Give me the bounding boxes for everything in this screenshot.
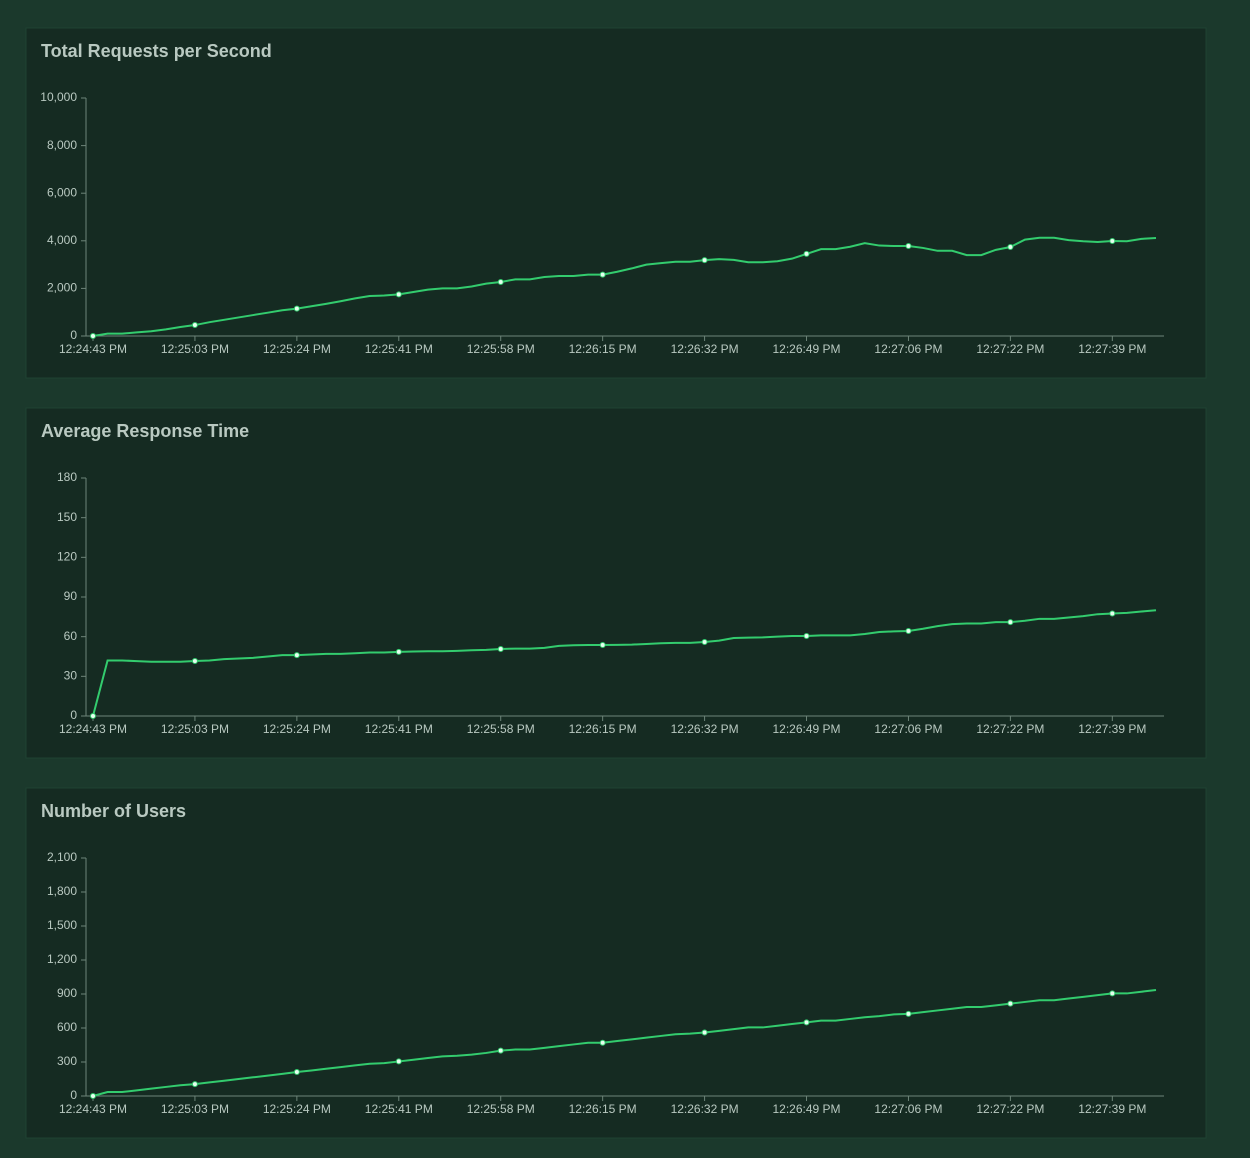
y-tick-label: 6,000 xyxy=(47,185,77,199)
point xyxy=(293,305,300,312)
x-tick-label: 12:25:58 PM xyxy=(467,722,535,736)
x-tick-label: 12:26:15 PM xyxy=(569,1102,637,1116)
point xyxy=(1007,1000,1014,1007)
x-tick-label: 12:27:22 PM xyxy=(976,342,1044,356)
x-tick-label: 12:25:03 PM xyxy=(161,722,229,736)
point xyxy=(599,641,606,648)
y-tick-label: 1,500 xyxy=(47,918,77,932)
y-tick-label: 8,000 xyxy=(47,138,77,152)
x-tick-label: 12:25:58 PM xyxy=(467,1102,535,1116)
x-tick-label: 12:24:43 PM xyxy=(59,722,127,736)
x-tick-label: 12:25:03 PM xyxy=(161,342,229,356)
point xyxy=(395,648,402,655)
x-tick-label: 12:26:32 PM xyxy=(671,342,739,356)
y-tick-label: 120 xyxy=(57,550,77,564)
y-tick-label: 1,800 xyxy=(47,884,77,898)
x-tick-label: 12:25:24 PM xyxy=(263,342,331,356)
line xyxy=(92,609,1157,717)
x-tick-label: 12:27:22 PM xyxy=(976,1102,1044,1116)
y-tick-label: 30 xyxy=(64,669,78,683)
y-tick-label: 10,000 xyxy=(40,90,77,104)
chart-title: Total Requests per Second xyxy=(41,41,272,61)
point xyxy=(191,322,198,329)
point xyxy=(90,1093,96,1099)
point xyxy=(497,278,504,285)
point xyxy=(1007,619,1014,626)
y-tick-label: 2,100 xyxy=(47,850,77,864)
panel xyxy=(25,407,1207,759)
x-tick-label: 12:26:32 PM xyxy=(671,722,739,736)
x-tick-label: 12:25:03 PM xyxy=(161,1102,229,1116)
x-tick-label: 12:27:06 PM xyxy=(874,722,942,736)
y-tick-label: 600 xyxy=(57,1020,77,1034)
point xyxy=(191,657,198,664)
point xyxy=(293,652,300,659)
point xyxy=(803,633,810,640)
x-tick-label: 12:25:24 PM xyxy=(263,1102,331,1116)
y-tick-label: 180 xyxy=(57,470,77,484)
point xyxy=(803,1019,810,1026)
line xyxy=(92,236,1157,337)
y-tick-label: 150 xyxy=(57,510,77,524)
point xyxy=(701,257,708,264)
point xyxy=(497,1047,504,1054)
x-tick-label: 12:26:49 PM xyxy=(772,722,840,736)
point xyxy=(191,1081,198,1088)
y-tick-label: 0 xyxy=(70,1088,77,1102)
x-tick-label: 12:26:32 PM xyxy=(671,1102,739,1116)
x-tick-label: 12:25:41 PM xyxy=(365,342,433,356)
x-tick-label: 12:26:15 PM xyxy=(569,342,637,356)
x-tick-label: 12:25:41 PM xyxy=(365,1102,433,1116)
point xyxy=(701,1029,708,1036)
x-tick-label: 12:25:41 PM xyxy=(365,722,433,736)
x-tick-label: 12:27:06 PM xyxy=(874,1102,942,1116)
x-tick-label: 12:26:49 PM xyxy=(772,1102,840,1116)
x-tick-label: 12:26:15 PM xyxy=(569,722,637,736)
y-tick-label: 0 xyxy=(70,708,77,722)
point xyxy=(90,333,96,339)
point xyxy=(395,1058,402,1065)
y-tick-label: 2,000 xyxy=(47,281,77,295)
x-tick-label: 12:27:39 PM xyxy=(1078,722,1146,736)
point xyxy=(1109,238,1116,245)
chart-title: Number of Users xyxy=(41,801,186,821)
point xyxy=(395,291,402,298)
point xyxy=(599,1039,606,1046)
point xyxy=(701,638,708,645)
x-tick-label: 12:25:58 PM xyxy=(467,342,535,356)
point xyxy=(1109,610,1116,617)
x-tick-label: 12:24:43 PM xyxy=(59,1102,127,1116)
y-tick-label: 4,000 xyxy=(47,233,77,247)
point xyxy=(803,250,810,257)
point xyxy=(497,645,504,652)
x-tick-label: 12:27:39 PM xyxy=(1078,342,1146,356)
point xyxy=(1007,243,1014,250)
x-tick-label: 12:27:22 PM xyxy=(976,722,1044,736)
panel xyxy=(25,787,1207,1139)
y-tick-label: 90 xyxy=(64,589,78,603)
point xyxy=(905,1010,912,1017)
point xyxy=(293,1068,300,1075)
y-tick-label: 900 xyxy=(57,986,77,1000)
x-tick-label: 12:25:24 PM xyxy=(263,722,331,736)
x-tick-label: 12:26:49 PM xyxy=(772,342,840,356)
point xyxy=(1109,990,1116,997)
line xyxy=(92,989,1157,1097)
panel xyxy=(25,27,1207,379)
chart-title: Average Response Time xyxy=(41,421,249,441)
point xyxy=(905,243,912,250)
point xyxy=(599,271,606,278)
y-tick-label: 0 xyxy=(70,328,77,342)
y-tick-label: 1,200 xyxy=(47,952,77,966)
y-tick-label: 300 xyxy=(57,1054,77,1068)
x-tick-label: 12:24:43 PM xyxy=(59,342,127,356)
x-tick-label: 12:27:39 PM xyxy=(1078,1102,1146,1116)
point xyxy=(90,713,96,719)
y-tick-label: 60 xyxy=(64,629,78,643)
point xyxy=(905,627,912,634)
x-tick-label: 12:27:06 PM xyxy=(874,342,942,356)
